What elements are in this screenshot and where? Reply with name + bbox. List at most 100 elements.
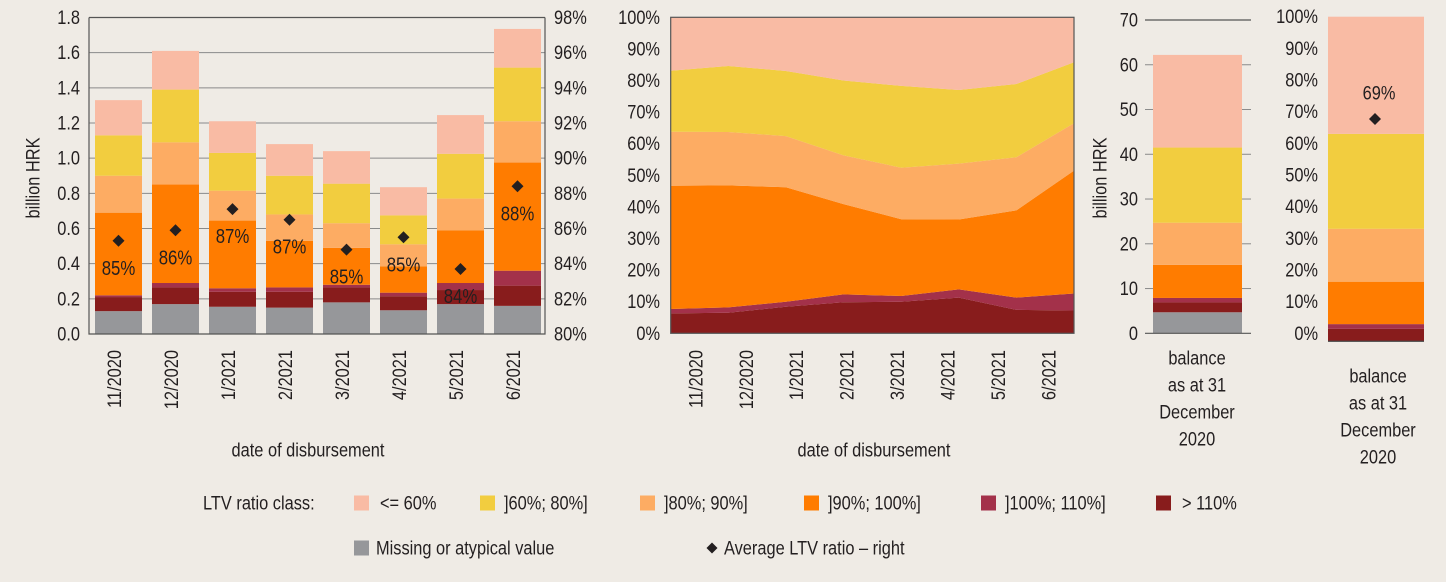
bar-segment-r60_80 xyxy=(209,152,256,191)
y-tick-label: 20% xyxy=(627,259,660,281)
bar-segment-r90_100 xyxy=(266,240,313,288)
avg-ltv-label: 87% xyxy=(216,225,250,248)
area-r90_100 xyxy=(670,170,1074,309)
bar-segment-r80_90 xyxy=(437,198,484,231)
x-axis-title: date of disbursement xyxy=(798,439,951,461)
y2-tick-label: 90% xyxy=(554,147,587,169)
y-tick-label: 10 xyxy=(1120,278,1138,300)
bar-segment-gt110 xyxy=(95,297,142,312)
legend-swatch-r100_110 xyxy=(981,495,996,511)
bar-segment-r100_110 xyxy=(323,284,370,288)
legend-item: ]80%; 90%] xyxy=(640,492,748,514)
y-tick-label: 0.2 xyxy=(57,288,80,310)
y-tick-label: 0% xyxy=(636,322,660,344)
bar-segment-r60_80 xyxy=(1328,133,1424,229)
legend-item: ]60%; 80%] xyxy=(480,492,588,514)
y-tick-label: 40% xyxy=(627,196,660,218)
y-tick-label: 0.0 xyxy=(57,323,80,345)
bar-segment-gt110 xyxy=(323,287,370,303)
y-tick-label: 0.8 xyxy=(57,183,80,205)
bar-segment-r100_110 xyxy=(1328,324,1424,329)
avg-ltv-marker xyxy=(112,234,125,247)
y-tick-label: 100% xyxy=(618,6,660,28)
bar-segment-missing xyxy=(380,310,427,334)
y-tick-label: 60% xyxy=(627,133,660,155)
avg-ltv-label: 86% xyxy=(159,246,193,269)
avg-ltv-marker xyxy=(226,203,239,216)
y-tick-label: 20 xyxy=(1120,233,1138,255)
y-tick-label: 90% xyxy=(1285,38,1318,60)
y-axis-title: billion HRK xyxy=(22,138,44,219)
bar-segment-missing xyxy=(95,311,142,334)
legend-label: ]100%; 110%] xyxy=(1005,492,1106,514)
y-tick-label: 40 xyxy=(1120,143,1138,165)
bar-segment-le60 xyxy=(437,115,484,154)
bar-segment-gt110 xyxy=(152,287,199,305)
bar-segment-le60 xyxy=(494,28,541,68)
avg-ltv-label: 87% xyxy=(273,235,307,258)
y-tick-label: 90% xyxy=(627,38,660,60)
legend-label: ]90%; 100%] xyxy=(828,492,921,514)
y-tick-label: 1.2 xyxy=(57,112,80,134)
y-tick-label: 60 xyxy=(1120,54,1138,76)
bar-segment-missing xyxy=(1153,312,1242,334)
y2-tick-label: 92% xyxy=(554,112,587,134)
y-tick-label: 50% xyxy=(1285,164,1318,186)
x-tick-label: 4/2021 xyxy=(937,350,959,400)
y-tick-label: 60% xyxy=(1285,133,1318,155)
legend-swatch-le60 xyxy=(354,495,369,511)
bar-segment-r60_80 xyxy=(494,67,541,122)
x-tick-label: 12/2020 xyxy=(161,350,183,409)
bar-segment-r80_90 xyxy=(1153,222,1242,265)
y-tick-label: 1.4 xyxy=(57,77,80,99)
bar-segment-r80_90 xyxy=(494,121,541,163)
y2-tick-label: 94% xyxy=(554,77,587,99)
bar-segment-r100_110 xyxy=(437,283,484,291)
x-category-label-line: December xyxy=(1159,401,1235,423)
legend-item: Missing or atypical value xyxy=(354,537,554,559)
x-tick-label: 2/2021 xyxy=(836,350,858,400)
y-tick-label: 50 xyxy=(1120,99,1138,121)
y2-tick-label: 88% xyxy=(554,183,587,205)
bar-segment-r80_90 xyxy=(1328,228,1424,282)
bar-segment-le60 xyxy=(1153,54,1242,148)
bar-segment-missing xyxy=(266,307,313,334)
avg-ltv-marker xyxy=(511,180,524,193)
bar-segment-r100_110 xyxy=(95,295,142,298)
bar-segment-r100_110 xyxy=(494,270,541,286)
bar-segment-r60_80 xyxy=(437,153,484,199)
y-tick-label: 30 xyxy=(1120,188,1138,210)
x-tick-label: 5/2021 xyxy=(446,350,468,400)
avg-ltv-label: 85% xyxy=(102,256,136,279)
avg-ltv-marker xyxy=(340,243,353,256)
bar-segment-le60 xyxy=(152,50,199,90)
area-gt110 xyxy=(670,297,1074,334)
y-tick-label: 0 xyxy=(1129,322,1138,344)
bar-segment-r60_80 xyxy=(152,89,199,143)
y-tick-label: 10% xyxy=(1285,291,1318,313)
y-tick-label: 30% xyxy=(627,228,660,250)
bar-segment-le60 xyxy=(209,121,256,153)
bar-segment-missing xyxy=(437,304,484,334)
legend-label: Missing or atypical value xyxy=(376,537,554,559)
area-le60 xyxy=(670,17,1074,90)
x-category-label-line: as at 31 xyxy=(1168,374,1226,396)
x-category-label-line: 2020 xyxy=(1360,446,1396,468)
x-tick-label: 12/2020 xyxy=(735,350,757,409)
plot-frame xyxy=(88,17,546,335)
x-category-label-line: December xyxy=(1340,419,1416,441)
bar-segment-r90_100 xyxy=(209,220,256,289)
y-tick-label: 0.4 xyxy=(57,253,80,275)
avg-ltv-label: 84% xyxy=(444,285,478,308)
bar-segment-r60_80 xyxy=(323,183,370,224)
x-tick-label: 4/2021 xyxy=(389,350,411,400)
plot-frame xyxy=(670,16,1075,334)
bar-segment-r90_100 xyxy=(95,212,142,296)
y-tick-label: 10% xyxy=(627,291,660,313)
x-tick-label: 2/2021 xyxy=(275,350,297,400)
bar-segment-gt110 xyxy=(380,296,427,311)
bar-segment-missing xyxy=(152,304,199,334)
y-tick-label: 1.8 xyxy=(57,7,80,29)
bar-segment-r90_100 xyxy=(437,230,484,284)
legend-label: ]80%; 90%] xyxy=(664,492,748,514)
